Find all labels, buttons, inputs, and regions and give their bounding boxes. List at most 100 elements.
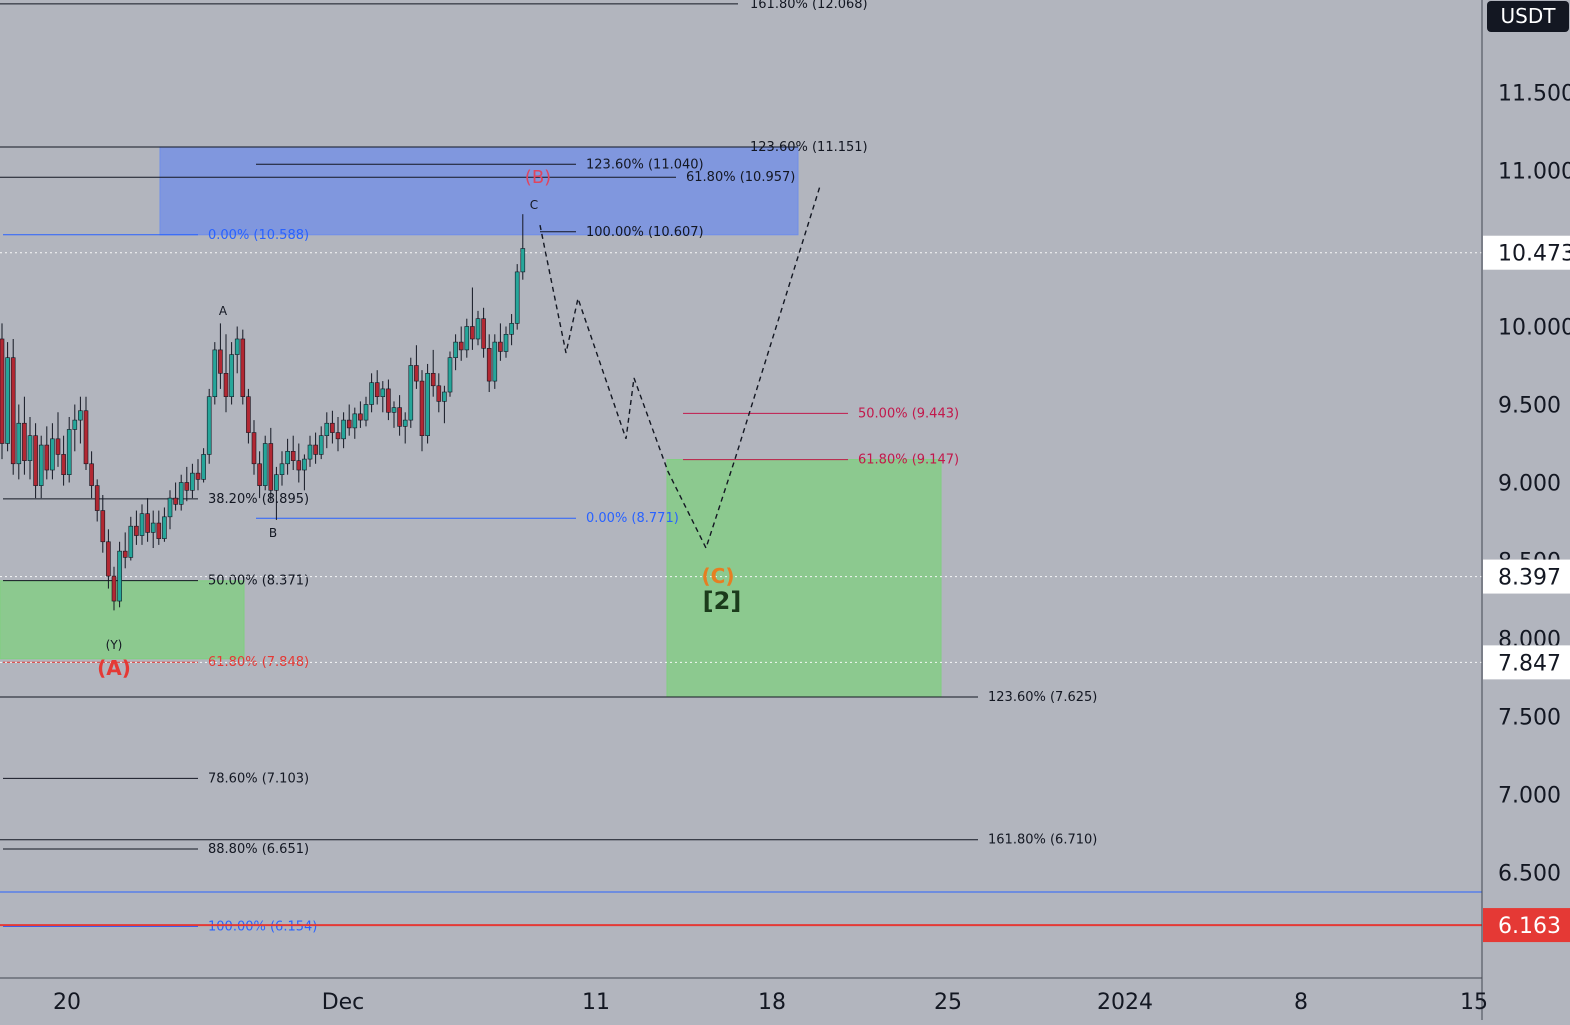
price-axis[interactable]: 11.50011.00010.0009.5009.0008.5008.0007.… <box>1483 82 1570 943</box>
candle-body <box>162 516 167 539</box>
candle-body <box>358 413 363 421</box>
candle-body <box>397 407 402 427</box>
fib-level-label: 50.00% (9.443) <box>858 406 959 421</box>
price-tag <box>1483 908 1570 943</box>
candle-body <box>184 482 190 491</box>
candle-body <box>436 385 442 402</box>
fib-level-label: 100.00% (10.607) <box>586 225 704 240</box>
fib-level-label: 88.80% (6.651) <box>208 842 309 857</box>
candle-body <box>509 323 514 335</box>
candle-body <box>475 318 481 340</box>
price-tag <box>1483 235 1570 270</box>
time-tick-label: 18 <box>758 990 786 1015</box>
candle-body <box>156 522 162 539</box>
price-tick-label: 9.000 <box>1498 472 1561 497</box>
candle-body <box>106 541 111 577</box>
wave-label: C <box>530 198 538 212</box>
candle-body <box>78 410 83 421</box>
fib-level-label: 100.00% (6.154) <box>208 919 317 934</box>
candle-body <box>318 435 324 455</box>
price-tick-label: 6.500 <box>1498 862 1561 887</box>
candle-body <box>206 396 212 455</box>
candle-body <box>486 348 492 382</box>
fib-level-label: 78.60% (7.103) <box>208 771 309 786</box>
candles-layer <box>0 214 526 611</box>
time-axis[interactable]: 20 Dec 11 18 25 2024 8 15 <box>53 990 1488 1015</box>
candle-body <box>150 522 156 533</box>
fib-level-label: 61.80% (7.848) <box>208 655 309 670</box>
overlay-layer: (B) C A B (Y) (A) (C)[2] <box>97 167 821 680</box>
fib-level-label: 161.80% (6.710) <box>988 833 1097 848</box>
candle-body <box>391 407 397 413</box>
candle-body <box>430 372 436 387</box>
fib-level-label: 161.80% (12.068) <box>750 0 868 12</box>
candle-body <box>10 357 16 465</box>
previous-zone <box>0 580 245 660</box>
candle-body <box>201 454 206 480</box>
candle-body <box>122 550 128 558</box>
candle-body <box>246 396 251 433</box>
candle-body <box>139 513 145 536</box>
candle-body <box>481 318 486 349</box>
currency-badge[interactable] <box>1487 1 1569 32</box>
candle-body <box>313 444 318 455</box>
price-tick-label: 9.500 <box>1498 394 1561 419</box>
candle-body <box>447 357 453 393</box>
price-tick-label: 7.500 <box>1498 706 1561 731</box>
candle-body <box>302 458 307 471</box>
fib-level-label: 0.00% (10.588) <box>208 228 309 243</box>
candle-body <box>94 485 100 511</box>
candle-body <box>296 460 302 471</box>
candle-body <box>234 338 240 355</box>
fib-level-label: 50.00% (8.371) <box>208 574 309 589</box>
price-tick-label: 10.000 <box>1498 316 1570 341</box>
candle-body <box>335 432 341 440</box>
candle-body <box>386 388 391 413</box>
candle-body <box>212 349 218 397</box>
price-tag-label: 10.473 <box>1498 242 1570 267</box>
candle-body <box>470 326 475 340</box>
candle-body <box>44 444 50 471</box>
candle-body <box>251 432 257 465</box>
candle-body <box>66 429 72 475</box>
price-tag-label: 7.847 <box>1498 651 1561 676</box>
wave-label: A <box>219 304 228 318</box>
candle-body <box>16 422 22 465</box>
candle-body <box>492 341 498 382</box>
candle-body <box>38 444 44 486</box>
wave-label: (B) <box>525 167 551 188</box>
candle-body <box>33 435 38 486</box>
fib-level-label: 61.80% (9.147) <box>858 453 959 468</box>
fib-level-label: 123.60% (11.040) <box>586 157 704 172</box>
candle-body <box>380 388 386 397</box>
currency-label: USDT <box>1501 4 1557 28</box>
candle-body <box>425 372 430 436</box>
candle-body <box>89 463 94 486</box>
candle-body <box>419 380 425 437</box>
candle-body <box>453 341 458 359</box>
time-tick-label: 25 <box>934 990 962 1015</box>
candle-body <box>72 419 78 430</box>
candle-body <box>374 382 380 398</box>
wave-label: [2] <box>703 587 742 615</box>
resistance-zone <box>159 146 799 236</box>
candle-body <box>442 391 447 402</box>
time-tick-label: 20 <box>53 990 81 1015</box>
time-tick-label: 8 <box>1294 990 1308 1015</box>
candle-body <box>279 463 285 475</box>
fib-level-label: 123.60% (7.625) <box>988 690 1097 705</box>
candle-body <box>498 341 503 352</box>
candle-body <box>5 357 10 444</box>
candle-body <box>117 550 122 602</box>
candle-body <box>402 419 408 427</box>
candle-body <box>190 472 195 491</box>
candle-body <box>324 422 330 437</box>
candle-body <box>290 450 296 461</box>
candle-body <box>55 438 61 455</box>
price-tick-label: 7.000 <box>1498 784 1561 809</box>
candle-body <box>145 513 150 533</box>
wave-label: (Y) <box>106 638 123 652</box>
candle-body <box>285 450 290 465</box>
